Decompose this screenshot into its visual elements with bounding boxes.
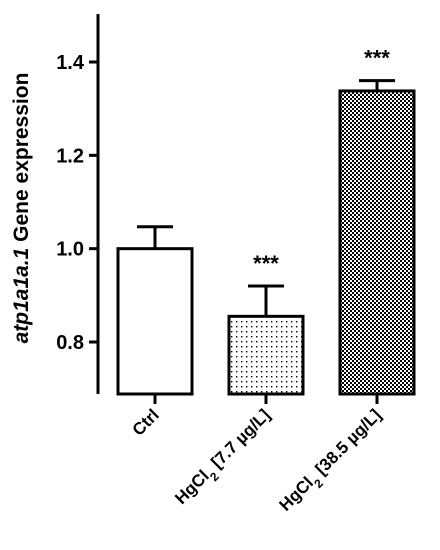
y-tick-label: 1.2 (56, 145, 84, 167)
x-category-label: HgCl2 [38.5 µg/L] (276, 405, 390, 519)
y-axis-label: atp1a1a.1 Gene expression (10, 73, 33, 344)
y-tick-label: 1.0 (56, 239, 84, 261)
y-tick-label: 0.8 (56, 332, 84, 354)
bar (227, 314, 305, 396)
x-category-label: Ctrl (129, 405, 163, 439)
bar (116, 247, 194, 396)
bars: *** *** (116, 46, 416, 396)
y-tick-label: 1.4 (56, 52, 85, 74)
y-axis-label-rest: Gene expression (10, 73, 33, 248)
y-axis-label-gene: atp1a1a.1 (10, 248, 33, 344)
y-axis-ticks: 0.8 1.0 1.2 1.4 (56, 52, 98, 354)
significance-marker: *** (253, 251, 279, 276)
significance-marker: *** (364, 46, 390, 71)
bar (338, 89, 416, 396)
x-category-label: HgCl2 [7.7 µg/L] (171, 405, 278, 512)
